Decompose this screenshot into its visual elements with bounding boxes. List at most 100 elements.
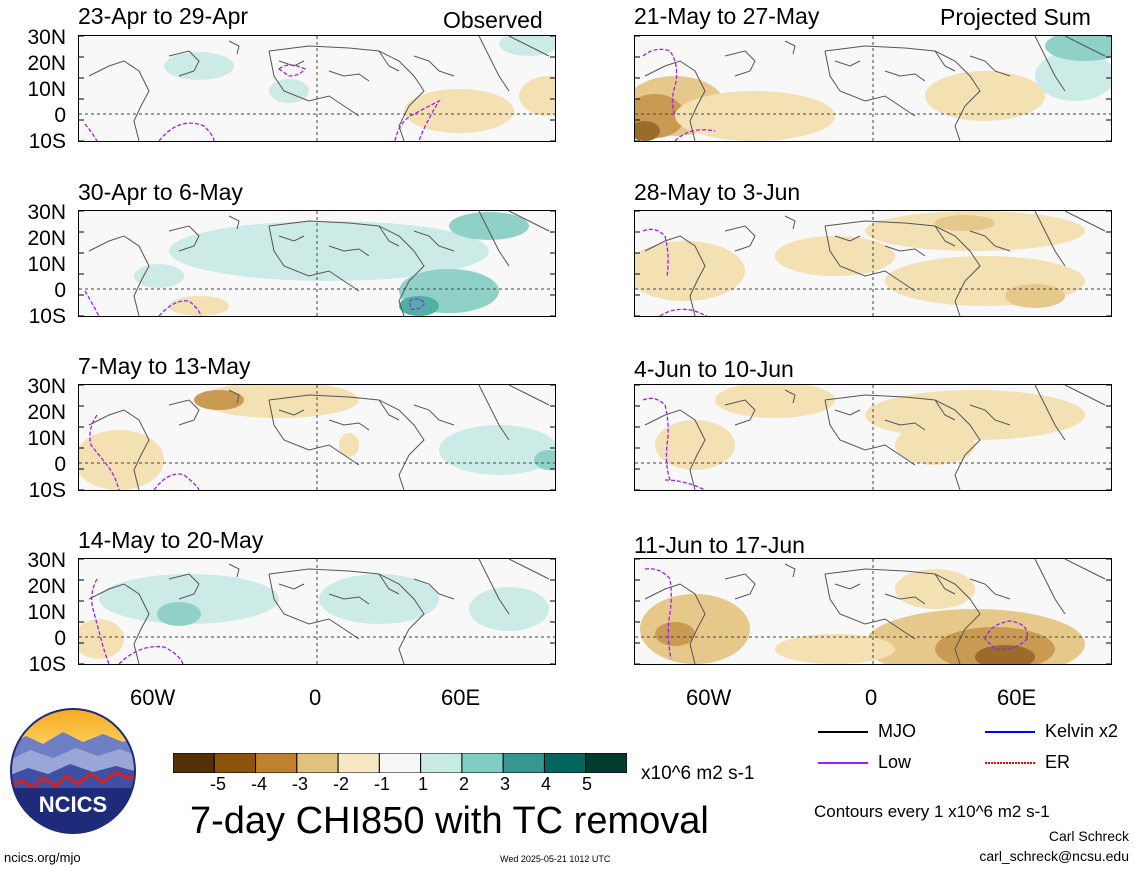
map-panel-right-4 xyxy=(634,558,1112,665)
coastline xyxy=(378,225,400,247)
anomaly-shading xyxy=(134,264,184,288)
map-panel-right-1 xyxy=(634,35,1112,142)
anomaly-shading xyxy=(534,450,555,470)
anomaly-shading xyxy=(169,221,489,281)
coastline xyxy=(834,235,861,242)
anomaly-shading xyxy=(339,433,359,457)
low-contour xyxy=(642,397,671,481)
coastline xyxy=(268,394,425,490)
legend-label-er: ER xyxy=(1045,752,1071,772)
coastline xyxy=(724,399,756,426)
email: carl_schreck@ncsu.edu xyxy=(979,848,1129,864)
coastline xyxy=(328,593,370,605)
coastline xyxy=(969,230,1011,252)
map-canvas xyxy=(79,385,555,490)
colorbar-tick: 4 xyxy=(540,774,551,794)
panel-title-left-3: 7-May to 13-May xyxy=(78,353,251,379)
coastline xyxy=(413,404,455,426)
coastline xyxy=(268,225,360,292)
anomaly-shading xyxy=(1035,51,1111,101)
anomaly-shading xyxy=(655,420,735,470)
coastline xyxy=(934,573,956,595)
lat-label: 20N xyxy=(27,52,66,75)
lon-label: 60E xyxy=(441,685,481,710)
map-panel-left-1 xyxy=(78,35,556,142)
anomaly-shading xyxy=(715,385,835,418)
map-panel-left-2 xyxy=(78,210,556,317)
coastline xyxy=(228,389,240,404)
coastline xyxy=(278,409,305,416)
coastline xyxy=(88,60,150,141)
colorbar-swatch xyxy=(378,753,422,773)
coastline xyxy=(378,573,400,595)
anomaly-shading xyxy=(640,594,750,664)
coastline xyxy=(1034,385,1066,441)
coastline xyxy=(824,394,981,490)
legend-label-kelvin: Kelvin x2 xyxy=(1045,721,1119,741)
colorbar-swatch xyxy=(173,753,215,773)
low-contour xyxy=(118,645,184,664)
coastline xyxy=(644,583,706,664)
coastline xyxy=(824,50,916,117)
panel-title-left-4: 14-May to 20-May xyxy=(78,527,264,553)
legend-line-mjo xyxy=(818,731,868,733)
anomaly-shading xyxy=(635,241,745,301)
low-contour xyxy=(277,64,307,77)
coastline xyxy=(644,60,706,141)
coastline xyxy=(1034,36,1066,92)
colorbar-swatch xyxy=(337,753,380,773)
coastline xyxy=(328,419,370,431)
map-panel-left-3 xyxy=(78,384,556,491)
low-contour xyxy=(644,568,672,660)
anomaly-shading xyxy=(975,645,1035,664)
colorbar-swatch xyxy=(296,753,339,773)
coastline xyxy=(268,220,425,316)
low-contour xyxy=(984,620,1029,650)
legend-label-mjo: MJO xyxy=(878,721,916,741)
colorbar-tick: -1 xyxy=(373,774,390,794)
coastline xyxy=(934,225,956,247)
map-panel-right-2 xyxy=(634,210,1112,317)
coastline xyxy=(328,245,370,257)
coastline xyxy=(478,211,510,267)
anomaly-shading xyxy=(895,569,975,609)
logo-text: NCICS xyxy=(39,792,107,817)
coastline xyxy=(268,399,360,466)
colorbar-swatch xyxy=(213,753,257,773)
anomaly-shading xyxy=(775,634,895,664)
coastline xyxy=(413,55,455,77)
anomaly-shading xyxy=(499,36,555,56)
coastline xyxy=(824,225,916,292)
anomaly-shading xyxy=(469,587,549,631)
coastline xyxy=(724,225,756,252)
anomaly-shading xyxy=(935,215,995,231)
coastline xyxy=(168,50,200,77)
coastline xyxy=(644,235,706,316)
coastline xyxy=(834,583,861,590)
coastline xyxy=(378,399,400,421)
colorbar-swatch xyxy=(461,753,504,773)
low-contour xyxy=(158,122,215,141)
anomaly-shading xyxy=(199,385,359,418)
anomaly-shading xyxy=(449,212,529,240)
panel-title-right-1: 21-May to 27-May xyxy=(634,3,820,29)
contours-note: Contours every 1 x10^6 m2 s-1 xyxy=(814,802,1050,821)
lat-label: 10S xyxy=(28,479,66,502)
anomaly-shading xyxy=(1005,284,1065,308)
map-canvas xyxy=(635,385,1111,490)
coastline xyxy=(969,404,1011,426)
coastline xyxy=(268,50,360,117)
lat-label: 20N xyxy=(27,575,66,598)
colorbar-tick: -3 xyxy=(291,774,308,794)
coastline xyxy=(724,573,756,600)
coastline xyxy=(824,568,981,664)
lat-label: 10S xyxy=(28,305,66,328)
coastline xyxy=(508,36,550,57)
coastline xyxy=(1064,385,1106,406)
coastline xyxy=(508,559,550,580)
colorbar-swatch xyxy=(585,753,627,773)
coastline xyxy=(168,399,200,426)
lat-label: 0 xyxy=(54,104,66,127)
coastline xyxy=(478,36,510,92)
